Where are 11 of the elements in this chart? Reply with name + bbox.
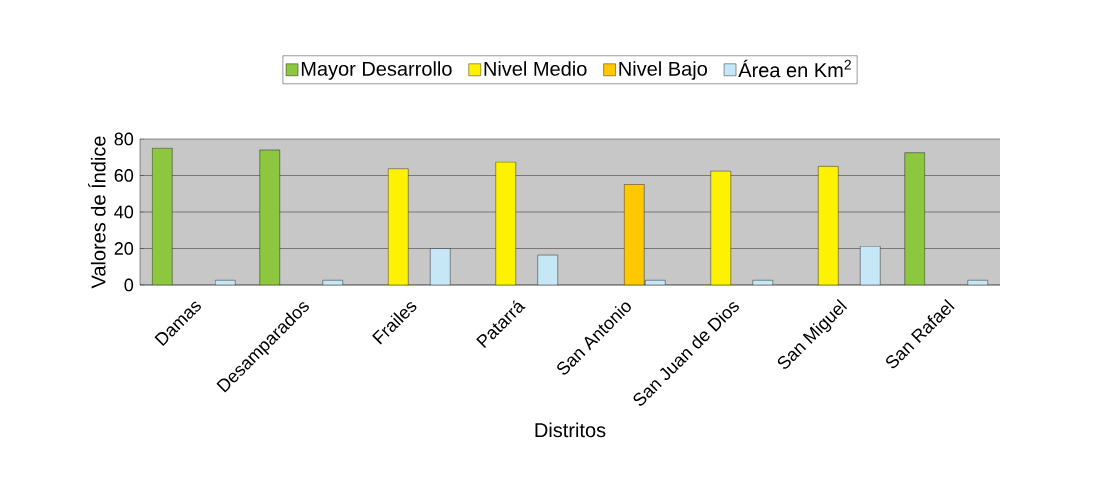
y-axis-title: Valores de Índice	[88, 136, 106, 289]
y-tick-label: 20	[114, 242, 134, 255]
y-tick-label: 0	[124, 278, 134, 292]
y-tick-label: 80	[114, 132, 134, 146]
legend-label: Nivel Bajo	[619, 61, 707, 80]
legend-label: Nivel Medio	[484, 61, 587, 76]
y-tick-label: 60	[114, 169, 134, 182]
legend-label: Área en Km$^{2}$	[738, 59, 851, 78]
legend-label: Mayor Desarrollo	[301, 61, 452, 80]
x-axis-title: Distritos	[535, 422, 606, 438]
y-tick-label: 40	[114, 205, 134, 219]
